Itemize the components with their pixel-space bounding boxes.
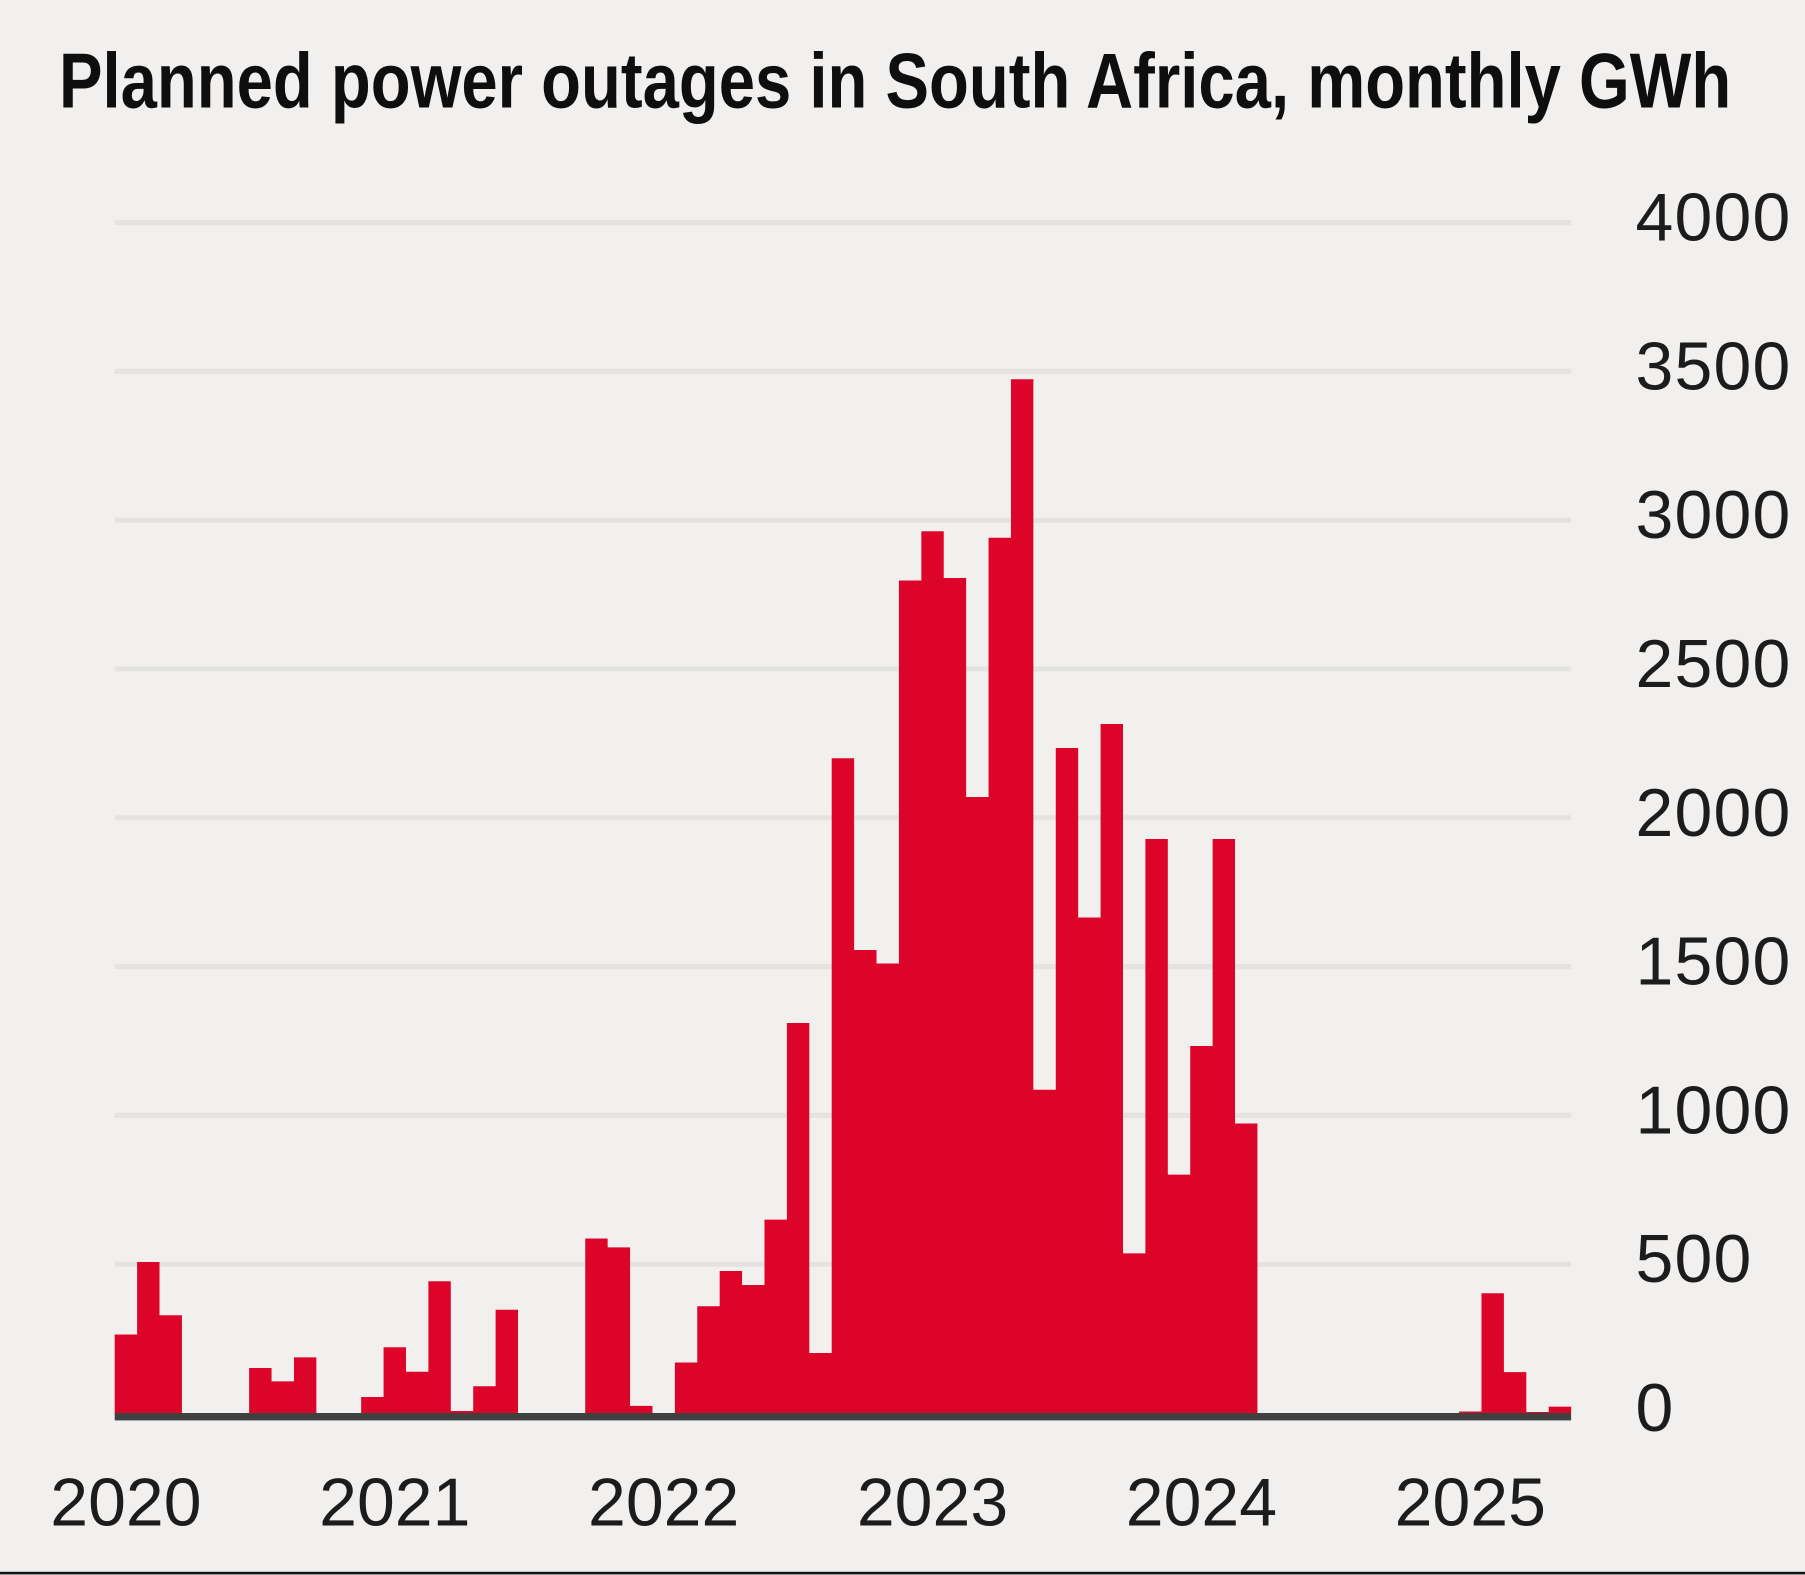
svg-text:2021: 2021	[319, 1465, 470, 1541]
svg-text:2025: 2025	[1395, 1465, 1546, 1541]
svg-text:2000: 2000	[1636, 775, 1792, 851]
svg-text:1000: 1000	[1636, 1072, 1792, 1148]
svg-text:3500: 3500	[1636, 328, 1792, 404]
svg-text:2022: 2022	[588, 1465, 739, 1541]
svg-text:Planned power outages in South: Planned power outages in South Africa, m…	[59, 38, 1731, 125]
svg-text:2020: 2020	[50, 1465, 201, 1541]
svg-text:2024: 2024	[1126, 1465, 1277, 1541]
svg-text:2023: 2023	[857, 1465, 1008, 1541]
svg-text:500: 500	[1636, 1221, 1753, 1297]
svg-text:0: 0	[1636, 1370, 1675, 1446]
svg-text:3000: 3000	[1636, 477, 1792, 553]
svg-text:2500: 2500	[1636, 626, 1792, 702]
svg-text:1500: 1500	[1636, 924, 1792, 1000]
svg-text:4000: 4000	[1636, 180, 1792, 256]
